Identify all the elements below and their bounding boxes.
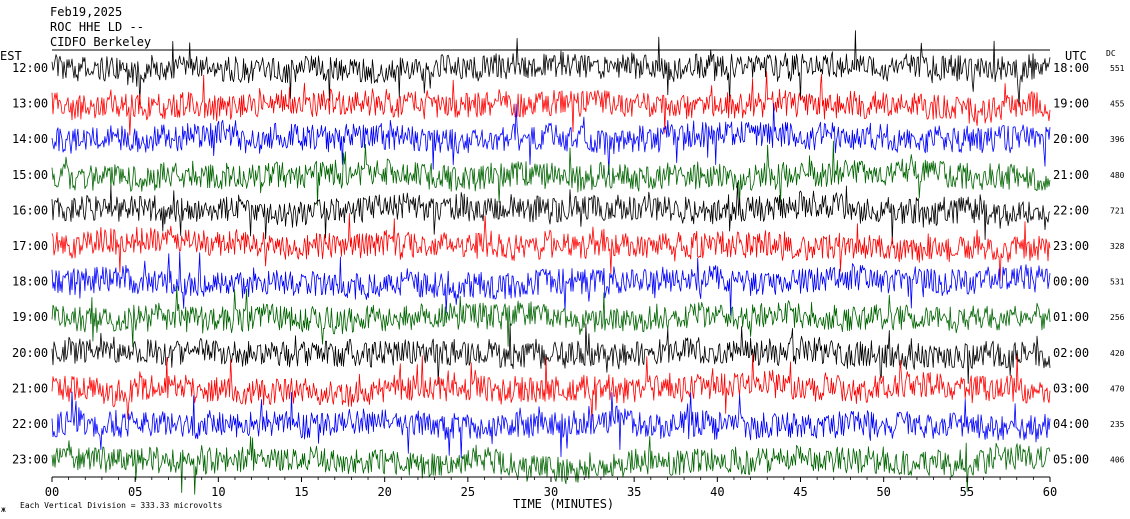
utc-label-0300: 03:00 [1053,381,1089,395]
trace-row-1200 [51,30,1051,105]
dc-value: 420 [1110,349,1125,358]
dc-value: 551 [1110,64,1125,73]
trace-row-2100 [51,353,1051,422]
x-tick-label: 40 [710,485,724,499]
dc-value: 531 [1110,278,1125,287]
trace-layer [51,30,1051,495]
x-tick-label: 55 [960,485,974,499]
est-label-2000: 20:00 [12,346,48,360]
est-label-1700: 17:00 [12,239,48,253]
x-axis: 00 05 10 15 20 25 30 35 40 45 50 55 60 [45,477,1057,499]
x-tick-label: 15 [294,485,308,499]
est-label-1900: 19:00 [12,310,48,324]
dc-value: 721 [1110,206,1125,215]
trace-row-2300 [51,436,1051,495]
date-label: Feb19,2025 [50,5,122,19]
dc-value: 406 [1110,456,1125,465]
trace-row-2000 [51,323,1051,385]
x-tick-label: 25 [461,485,475,499]
est-label-2200: 22:00 [12,417,48,431]
trace-row-1700 [51,213,1051,282]
x-tick-label: 10 [211,485,225,499]
source-label: CIDFO Berkeley [50,35,151,49]
dc-value: 470 [1110,384,1125,393]
dc-offset-labels: 551 455 396 480 721 328 531 256 420 470 235 406 [1110,64,1125,465]
utc-label-2200: 22:00 [1053,203,1089,217]
utc-label-0500: 05:00 [1053,453,1089,467]
x-tick-label: 35 [627,485,641,499]
utc-label-2100: 21:00 [1053,168,1089,182]
est-label-2100: 21:00 [12,381,48,395]
x-tick-label: 30 [544,485,558,499]
dc-value: 455 [1110,100,1125,109]
est-label-1200: 12:00 [12,61,48,75]
dc-value: 235 [1110,420,1125,429]
utc-label-0400: 04:00 [1053,417,1089,431]
trace-row-1400 [51,103,1051,176]
utc-hour-labels: 18:00 19:00 20:00 21:00 22:00 23:00 00:00 01:00… [1053,61,1089,467]
trace-row-1300 [51,71,1051,136]
utc-label-2000: 20:00 [1053,132,1089,146]
x-tick-label: 60 [1043,485,1057,499]
utc-label-0100: 01:00 [1053,310,1089,324]
dc-column-title: DC [1106,49,1116,58]
x-axis-title: TIME (MINUTES) [513,497,614,511]
dc-value: 256 [1110,313,1125,322]
x-tick-label: 50 [876,485,890,499]
dc-value: 480 [1110,171,1125,180]
est-label-1300: 13:00 [12,97,48,111]
vertical-scale-note: Each Vertical Division = 333.33 microvol… [20,501,222,510]
left-axis-title: EST [0,49,22,63]
est-hour-labels: 12:00 13:00 14:00 15:00 16:00 17:00 18:00 19:00… [12,61,48,467]
x-tick-label: 05 [128,485,142,499]
station-label: ROC HHE LD -- [50,20,144,34]
trace-row-1800 [51,251,1051,316]
utc-label-1900: 19:00 [1053,97,1089,111]
trace-row-1900 [51,285,1051,348]
utc-label-0200: 02:00 [1053,346,1089,360]
est-label-2300: 23:00 [12,453,48,467]
x-tick-label: 20 [377,485,391,499]
utc-label-0000: 00:00 [1053,275,1089,289]
x-tick-label: 45 [793,485,807,499]
utc-label-1800: 18:00 [1053,61,1089,75]
right-axis-title: UTC [1065,49,1087,63]
trace-row-2200 [51,391,1051,459]
est-label-1500: 15:00 [12,168,48,182]
est-label-1800: 18:00 [12,275,48,289]
utc-label-2300: 23:00 [1053,239,1089,253]
dc-value: 328 [1110,242,1125,251]
x-tick-label: 00 [45,485,59,499]
est-label-1600: 16:00 [12,203,48,217]
trace-row-1500 [51,140,1051,206]
trace-row-1600 [51,182,1051,244]
footer-glyph-icon: ж [1,505,6,514]
est-label-1400: 14:00 [12,132,48,146]
dc-value: 396 [1110,135,1125,144]
